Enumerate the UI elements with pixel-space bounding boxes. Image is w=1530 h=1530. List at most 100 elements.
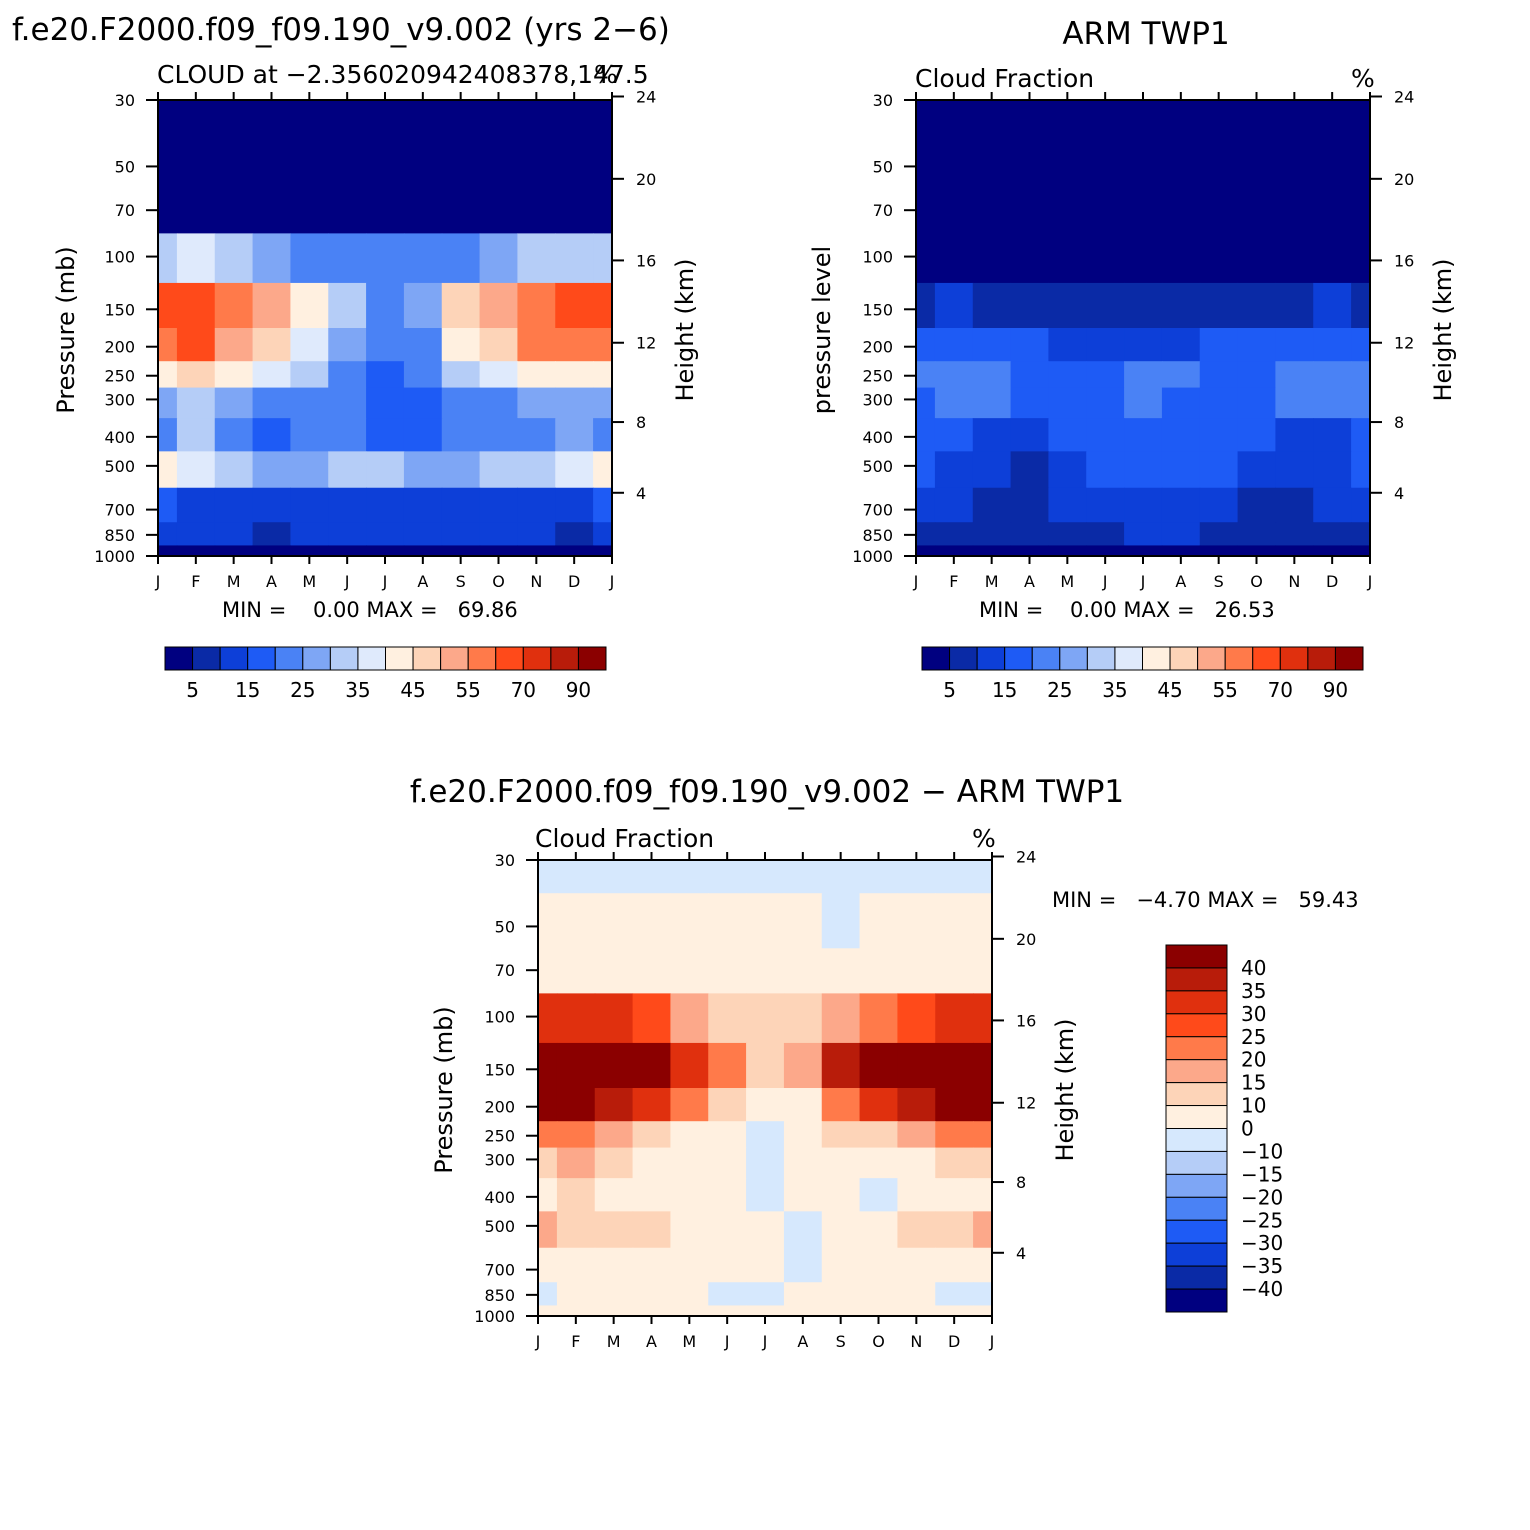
heatmap-cell (916, 451, 936, 489)
panel-model-suptitle: f.e20.F2000.f09_f09.190_v9.002 (yrs 2−6) (12, 12, 670, 48)
heatmap-cell (972, 361, 1012, 389)
heatmap-cell (973, 893, 992, 949)
heatmap-cell (1275, 545, 1314, 556)
x-tick-label: M (302, 572, 316, 591)
heatmap-cell (366, 522, 405, 547)
colorbar-swatch (1114, 646, 1143, 671)
y-right-tick-label: 8 (1394, 413, 1404, 432)
heatmap-cell (290, 418, 329, 452)
heatmap-cell (479, 451, 519, 489)
heatmap-cell (934, 188, 974, 234)
heatmap-cell (328, 522, 367, 547)
heatmap-cell (708, 1178, 747, 1212)
heatmap-cell (290, 487, 329, 523)
colorbar-swatch (385, 646, 414, 671)
heatmap-cell (252, 522, 292, 547)
heatmap-cell (897, 1282, 936, 1307)
heatmap-cell (1086, 133, 1125, 189)
heatmap-cell (897, 1121, 936, 1149)
y-tick-label: 30 (115, 91, 135, 110)
colorbar-label: 0 (1241, 1117, 1254, 1141)
heatmap-cell (1124, 133, 1163, 189)
colorbar-label: −40 (1241, 1277, 1283, 1301)
colorbar-label: 15 (992, 678, 1017, 702)
heatmap-cell (1313, 387, 1352, 419)
heatmap-cell (403, 233, 443, 284)
colorbar-swatch (247, 646, 276, 671)
panel-diff-ylabel: Pressure (mb) (430, 1006, 458, 1173)
heatmap-cell (158, 418, 178, 452)
x-tick-label: J (382, 572, 388, 591)
y-tick-label: 300 (104, 390, 135, 409)
heatmap-cell (972, 282, 1012, 329)
heatmap-cell (1199, 522, 1239, 547)
panel-diff-suptitle: f.e20.F2000.f09_f09.190_v9.002 − ARM TWP… (410, 774, 1124, 810)
heatmap-cell (1237, 361, 1277, 389)
heatmap-cell (517, 522, 556, 547)
colorbar-label: 15 (1241, 1071, 1266, 1095)
panel-diff-title-right: % (972, 824, 996, 853)
y-tick-label: 850 (484, 1286, 515, 1305)
heatmap-cell (1237, 328, 1277, 362)
y-tick-label: 1000 (852, 547, 893, 566)
colorbar-label: 5 (186, 678, 199, 702)
heatmap-cell (746, 1088, 785, 1122)
x-tick-label: A (266, 572, 277, 591)
colorbar-swatch (1086, 646, 1116, 671)
heatmap-cell (479, 387, 519, 419)
heatmap-cell (934, 328, 974, 362)
heatmap-cell (479, 522, 519, 547)
heatmap-cell (176, 282, 216, 329)
heatmap-cell (479, 487, 519, 523)
y-tick-label: 70 (495, 961, 515, 980)
heatmap-cell (328, 418, 367, 452)
y-right-tick-label: 24 (1016, 847, 1036, 866)
heatmap-cell (556, 1088, 596, 1122)
heatmap-cell (556, 1282, 596, 1307)
heatmap-cell (1048, 361, 1087, 389)
x-tick-label: J (155, 572, 161, 591)
heatmap-cell (479, 100, 519, 134)
y-tick-label: 30 (495, 851, 515, 870)
y-tick-label: 850 (104, 526, 135, 545)
heatmap-cell (632, 1305, 672, 1316)
heatmap-cell (670, 893, 709, 949)
heatmap-cell (366, 188, 405, 234)
heatmap-cell (328, 545, 367, 556)
colorbar-swatch (1142, 646, 1171, 671)
heatmap-cell (517, 451, 556, 489)
heatmap-cell (1199, 387, 1239, 419)
heatmap-cell (746, 893, 785, 949)
heatmap-cell (708, 1042, 747, 1089)
heatmap-cell (594, 1178, 634, 1212)
heatmap-cell (746, 1121, 785, 1149)
heatmap-cell (1275, 361, 1314, 389)
heatmap-cell (1161, 100, 1201, 134)
y-tick-label: 30 (873, 91, 893, 110)
colorbar-label: −25 (1241, 1208, 1283, 1232)
heatmap-cell (1351, 451, 1370, 489)
heatmap-cell (328, 487, 367, 523)
heatmap-cell (441, 328, 481, 362)
heatmap-cell (1313, 100, 1352, 134)
colorbar-swatch (1165, 967, 1228, 992)
x-tick-label: S (1214, 572, 1224, 591)
heatmap-cell (1237, 282, 1277, 329)
heatmap-cell (916, 545, 936, 556)
heatmap-cell (158, 233, 178, 284)
heatmap-cell (1010, 522, 1050, 547)
heatmap-cell (1313, 451, 1352, 489)
colorbar-label: 35 (1102, 678, 1127, 702)
heatmap-cell (916, 387, 936, 419)
x-tick-label: A (417, 572, 428, 591)
heatmap-cell (1086, 451, 1125, 489)
colorbar-swatch (949, 646, 978, 671)
heatmap-cell (746, 1147, 785, 1179)
heatmap-cell (517, 133, 556, 189)
heatmap-cell (973, 1178, 992, 1212)
heatmap-cell (1048, 100, 1087, 134)
heatmap-cell (972, 328, 1012, 362)
colorbar-swatch (1165, 944, 1228, 969)
heatmap-cell (290, 188, 329, 234)
x-tick-label: O (1250, 572, 1263, 591)
